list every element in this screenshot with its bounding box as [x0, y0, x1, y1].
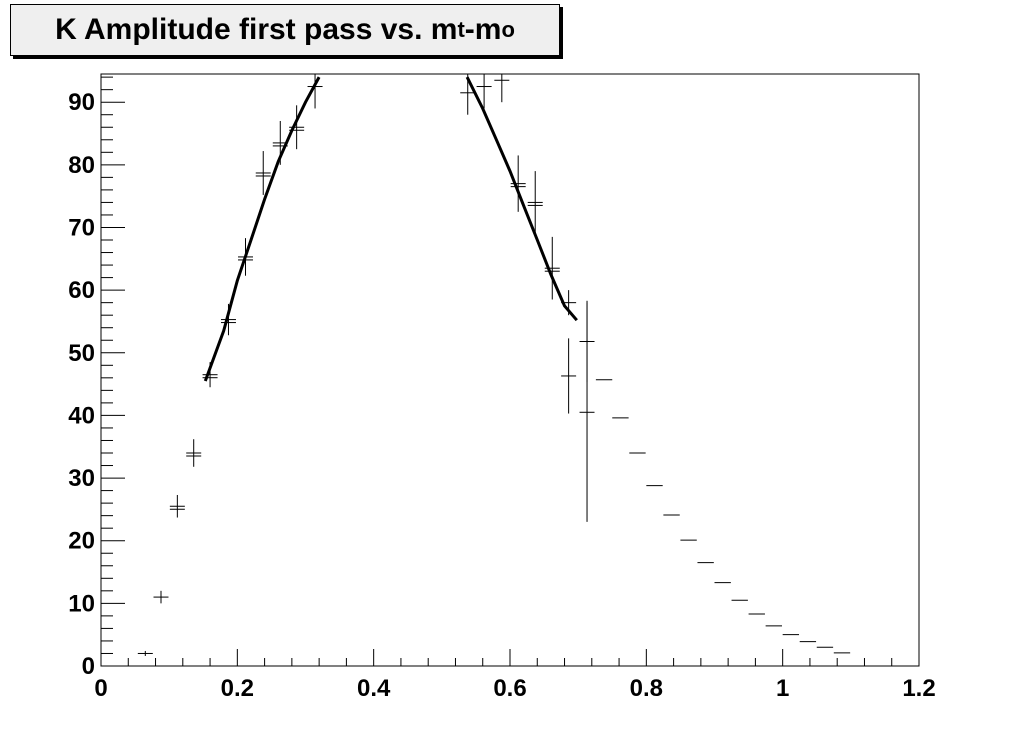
plot-frame	[100, 73, 920, 667]
data-point	[561, 338, 577, 414]
y-tick-label: 80	[68, 152, 95, 179]
x-tick-label: 0.2	[221, 675, 254, 702]
fit-curve	[465, 76, 578, 322]
data-point	[510, 155, 526, 212]
data-point	[186, 439, 202, 467]
y-tick-label: 30	[68, 465, 95, 492]
chart-title-main: K Amplitude first pass vs. m	[55, 13, 458, 46]
y-tick-label: 10	[68, 590, 95, 617]
y-tick-label: 60	[68, 277, 95, 304]
axes: 0 0.2 0.4 0.6 0.8 1 1.2 0 10 20 30 40 50 60 70 80 90	[68, 74, 936, 702]
y-tick-label: 90	[68, 89, 95, 116]
y-tick-label: 0	[82, 653, 95, 680]
fit-curves	[203, 76, 578, 382]
x-tick-label: 0	[94, 675, 107, 702]
data-point	[255, 151, 271, 195]
chart-title-subscript-t: t	[457, 17, 465, 42]
data-point	[527, 171, 543, 234]
y-tick-label: 20	[68, 528, 95, 555]
data-point	[153, 590, 169, 604]
chart-title: K Amplitude first pass vs. m t -m o	[10, 4, 560, 56]
data-points	[137, 74, 851, 656]
x-tick-label: 1	[776, 675, 789, 702]
x-tick-label: 0.6	[493, 675, 526, 702]
y-tick-label: 70	[68, 214, 95, 241]
y-tick-label: 40	[68, 402, 95, 429]
data-point	[476, 74, 492, 109]
chart-title-mid: -m	[464, 13, 502, 46]
data-point	[169, 494, 185, 518]
y-tick-label: 50	[68, 340, 95, 367]
x-tick-label: 0.4	[357, 675, 391, 702]
x-tick-label: 0.8	[630, 675, 663, 702]
data-point	[494, 74, 510, 103]
x-tick-label: 1.2	[902, 675, 935, 702]
data-point	[137, 650, 153, 656]
data-point	[579, 302, 595, 522]
fit-curve	[203, 76, 321, 382]
chart-title-subscript-o: o	[501, 17, 515, 42]
